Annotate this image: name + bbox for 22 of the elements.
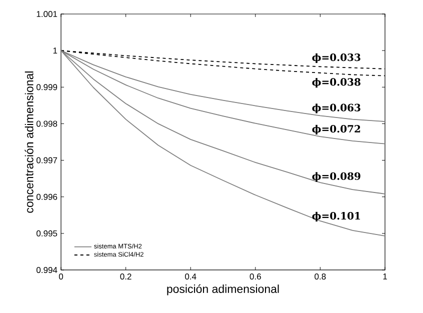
y-tick-label: 0.995 (36, 230, 58, 236)
annotation: ϕ=0.089 (312, 172, 360, 182)
y-tick-label: 0.994 (36, 266, 58, 273)
x-tick-label: 1 (383, 274, 387, 280)
annotation: ϕ=0.033 (312, 53, 360, 64)
annotation: ϕ=0.101 (312, 212, 360, 222)
x-tick-label: 0.8 (314, 274, 326, 280)
y-tick-label: 0.999 (36, 84, 58, 90)
annotation: ϕ=0.038 (312, 78, 360, 88)
y-tick-label: 1.001 (36, 11, 58, 18)
x-axis-title: posición adimensional (167, 284, 279, 296)
y-axis-title: concentración adimensional (24, 72, 34, 213)
annotation: ϕ=0.072 (312, 124, 360, 135)
annotation: ϕ=0.063 (312, 104, 360, 114)
x-tick-label: 0.4 (185, 274, 196, 280)
x-tick-label: 0.2 (120, 274, 132, 280)
y-tick-label: 0.998 (36, 120, 58, 127)
x-tick-label: 0.6 (250, 274, 261, 280)
y-tick-label: 0.996 (36, 194, 58, 200)
x-tick-label: 0 (58, 274, 64, 280)
y-tick-label: 1 (53, 48, 58, 54)
y-tick-label: 0.997 (36, 157, 58, 164)
